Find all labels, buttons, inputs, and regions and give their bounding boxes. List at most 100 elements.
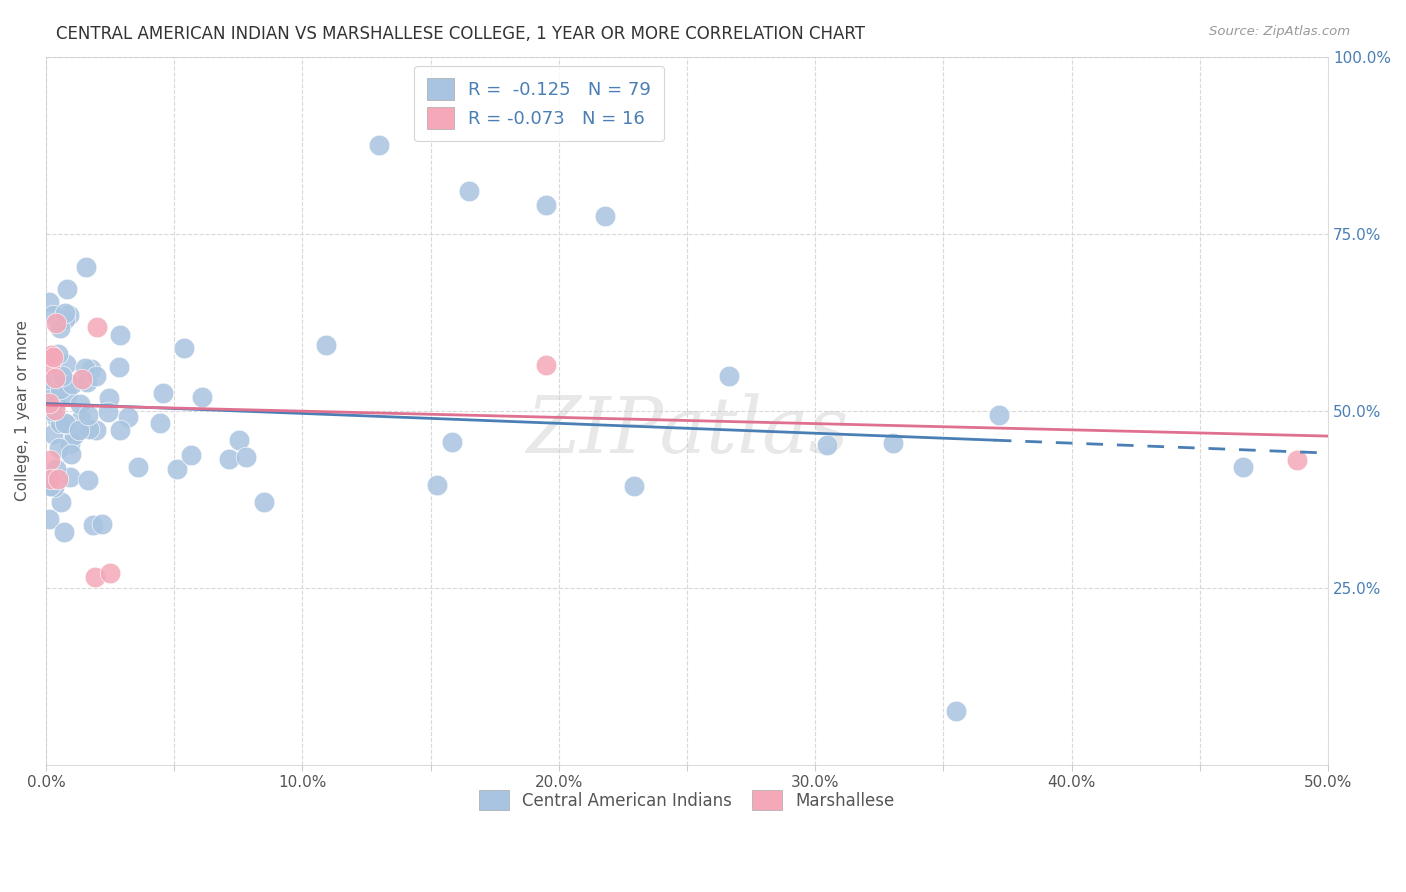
Point	[59, 447, 82, 461]
Point	[52, 379, 75, 393]
Point	[42, 308, 65, 322]
Point	[38, 453, 60, 467]
Point	[67, 423, 90, 437]
Point	[593, 209, 616, 223]
Point	[180, 448, 202, 462]
Point	[534, 198, 557, 212]
Point	[315, 338, 337, 352]
Point	[228, 433, 250, 447]
Point	[46, 346, 69, 360]
Point	[38, 388, 60, 402]
Point	[623, 479, 645, 493]
Point	[108, 360, 131, 375]
Point	[70, 412, 93, 426]
Point	[84, 423, 107, 437]
Point	[80, 362, 103, 376]
Point	[76, 375, 98, 389]
Point	[117, 409, 139, 424]
Point	[56, 387, 79, 401]
Point	[108, 327, 131, 342]
Point	[166, 462, 188, 476]
Point	[76, 473, 98, 487]
Point	[51, 368, 73, 383]
Point	[41, 348, 63, 362]
Point	[76, 409, 98, 423]
Point	[440, 435, 463, 450]
Point	[38, 512, 60, 526]
Point	[46, 472, 69, 486]
Point	[63, 428, 86, 442]
Point	[98, 391, 121, 405]
Point	[75, 260, 97, 275]
Point	[53, 312, 76, 326]
Point	[253, 495, 276, 509]
Point	[55, 357, 77, 371]
Y-axis label: College, 1 year or more: College, 1 year or more	[15, 320, 30, 501]
Point	[49, 495, 72, 509]
Point	[368, 138, 391, 153]
Point	[45, 409, 67, 424]
Text: CENTRAL AMERICAN INDIAN VS MARSHALLESE COLLEGE, 1 YEAR OR MORE CORRELATION CHART: CENTRAL AMERICAN INDIAN VS MARSHALLESE C…	[56, 25, 865, 43]
Point	[59, 470, 82, 484]
Point	[42, 427, 65, 442]
Point	[42, 480, 65, 494]
Point	[45, 316, 67, 330]
Point	[49, 416, 72, 430]
Point	[815, 438, 838, 452]
Point	[458, 184, 481, 198]
Point	[86, 320, 108, 334]
Point	[127, 460, 149, 475]
Point	[718, 368, 741, 383]
Point	[108, 423, 131, 437]
Point	[235, 450, 257, 464]
Point	[91, 516, 114, 531]
Point	[45, 462, 67, 476]
Text: ZIPatlas: ZIPatlas	[526, 393, 848, 470]
Point	[44, 403, 66, 417]
Point	[97, 405, 120, 419]
Point	[38, 396, 60, 410]
Point	[173, 341, 195, 355]
Point	[39, 479, 62, 493]
Point	[49, 383, 72, 397]
Point	[75, 361, 97, 376]
Point	[882, 436, 904, 450]
Point	[45, 397, 67, 411]
Point	[152, 386, 174, 401]
Point	[988, 408, 1011, 422]
Point	[191, 390, 214, 404]
Point	[38, 371, 60, 385]
Point	[77, 421, 100, 435]
Point	[53, 524, 76, 539]
Text: Source: ZipAtlas.com: Source: ZipAtlas.com	[1209, 25, 1350, 38]
Legend: Central American Indians, Marshallese: Central American Indians, Marshallese	[472, 784, 901, 816]
Point	[218, 452, 240, 467]
Point	[1286, 453, 1309, 467]
Point	[83, 570, 105, 584]
Point	[49, 321, 72, 335]
Point	[55, 417, 77, 432]
Point	[53, 306, 76, 320]
Point	[48, 442, 70, 456]
Point	[58, 308, 80, 322]
Point	[59, 437, 82, 451]
Point	[39, 357, 62, 371]
Point	[44, 371, 66, 385]
Point	[69, 397, 91, 411]
Point	[945, 705, 967, 719]
Point	[39, 472, 62, 486]
Point	[70, 372, 93, 386]
Point	[56, 282, 79, 296]
Point	[38, 295, 60, 310]
Point	[98, 566, 121, 581]
Point	[426, 478, 449, 492]
Point	[1232, 459, 1254, 474]
Point	[41, 404, 63, 418]
Point	[149, 416, 172, 430]
Point	[534, 358, 557, 372]
Point	[41, 350, 63, 364]
Point	[84, 368, 107, 383]
Point	[60, 377, 83, 392]
Point	[53, 416, 76, 430]
Point	[82, 518, 104, 533]
